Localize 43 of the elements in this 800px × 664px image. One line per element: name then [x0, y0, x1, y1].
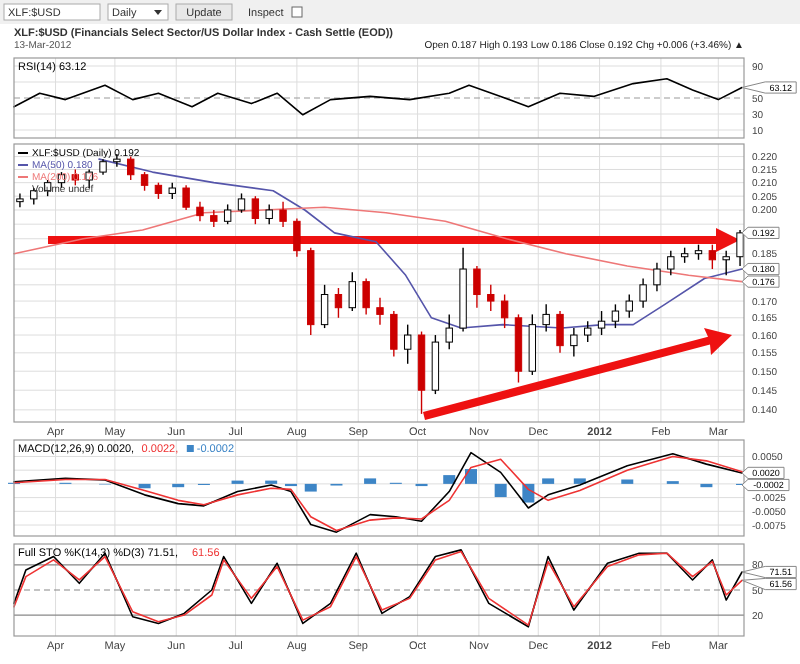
candlestick — [376, 297, 384, 326]
candlestick — [140, 171, 149, 192]
candlestick — [182, 184, 190, 211]
candlestick — [362, 277, 370, 316]
candlestick — [237, 192, 246, 214]
candlestick — [223, 203, 232, 225]
candlestick — [611, 303, 620, 329]
bar — [304, 483, 317, 492]
candlestick — [500, 293, 509, 329]
bar — [494, 483, 507, 498]
candlestick — [570, 327, 578, 358]
candlestick — [542, 303, 550, 333]
bar — [464, 469, 477, 484]
candlestick — [390, 310, 398, 358]
candlestick — [708, 243, 717, 270]
candlestick — [293, 217, 301, 258]
bar — [443, 475, 456, 484]
candlestick — [722, 249, 730, 276]
bar — [138, 483, 151, 489]
candlestick — [403, 323, 412, 365]
candlestick — [334, 287, 343, 319]
bar — [542, 478, 555, 484]
candlestick — [127, 155, 135, 181]
bar — [573, 478, 586, 484]
candlestick — [445, 313, 453, 350]
candlestick — [320, 284, 329, 329]
bar — [364, 478, 377, 484]
candlestick — [653, 262, 661, 292]
candlestick — [196, 200, 204, 223]
candlestick — [625, 293, 633, 319]
candlestick — [667, 249, 675, 276]
candlestick — [556, 310, 564, 354]
candlestick — [528, 313, 537, 376]
candlestick — [639, 277, 647, 309]
candlestick — [348, 271, 356, 312]
candlestick — [251, 195, 260, 225]
candlestick — [487, 284, 495, 312]
candlestick — [16, 192, 24, 208]
candlestick — [597, 310, 606, 336]
candlestick — [265, 203, 273, 225]
candlestick — [279, 200, 287, 228]
candlestick — [584, 320, 592, 343]
candlestick — [473, 265, 481, 309]
